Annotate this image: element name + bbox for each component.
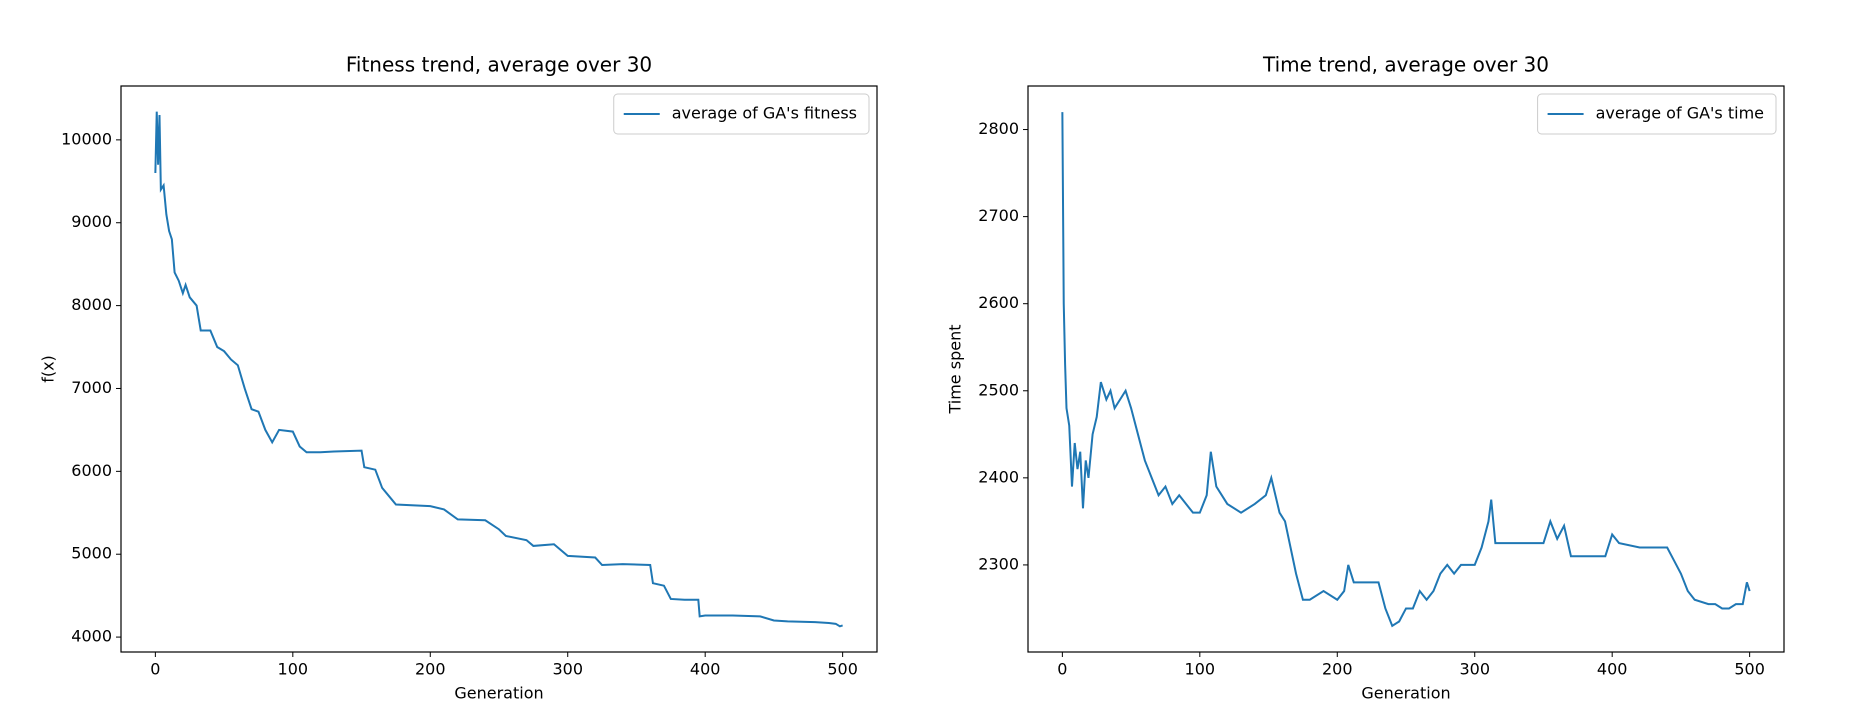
x-tick-label: 400: [690, 660, 721, 679]
x-tick-label: 100: [278, 660, 309, 679]
x-axis-label: Generation: [454, 684, 543, 703]
chart-title: Fitness trend, average over 30: [346, 53, 652, 77]
y-tick-label: 2700: [978, 206, 1019, 225]
x-tick-label: 0: [150, 660, 160, 679]
y-tick-label: 10000: [61, 129, 112, 148]
y-tick-label: 2600: [978, 293, 1019, 312]
legend-label: average of GA's time: [1596, 104, 1764, 123]
y-tick-label: 6000: [71, 461, 112, 480]
x-axis-label: Generation: [1361, 684, 1450, 703]
y-tick-label: 8000: [71, 295, 112, 314]
x-tick-label: 100: [1185, 660, 1216, 679]
chart-title: Time trend, average over 30: [1262, 53, 1549, 77]
y-tick-label: 2500: [978, 380, 1019, 399]
x-tick-label: 0: [1057, 660, 1067, 679]
y-tick-label: 4000: [71, 627, 112, 646]
y-tick-label: 2400: [978, 467, 1019, 486]
axes-frame: [1027, 85, 1785, 653]
y-axis-label: f(x): [39, 355, 58, 383]
x-tick-label: 300: [552, 660, 583, 679]
x-tick-label: 400: [1597, 660, 1628, 679]
y-tick-label: 7000: [71, 378, 112, 397]
legend-box: [613, 93, 870, 135]
y-tick-label: 9000: [71, 212, 112, 231]
y-axis-label: Time spent: [946, 325, 965, 415]
y-tick-label: 5000: [71, 544, 112, 563]
axes-frame: [120, 85, 878, 653]
data-line: [1061, 112, 1751, 628]
data-line: [154, 111, 843, 628]
legend-label: average of GA's fitness: [672, 104, 857, 123]
x-tick-label: 200: [1322, 660, 1353, 679]
x-tick-label: 500: [1734, 660, 1765, 679]
y-tick-label: 2800: [978, 119, 1019, 138]
x-tick-label: 300: [1459, 660, 1490, 679]
x-tick-label: 500: [827, 660, 858, 679]
y-tick-label: 2300: [978, 554, 1019, 573]
x-tick-label: 200: [415, 660, 446, 679]
legend-box: [1537, 93, 1777, 135]
